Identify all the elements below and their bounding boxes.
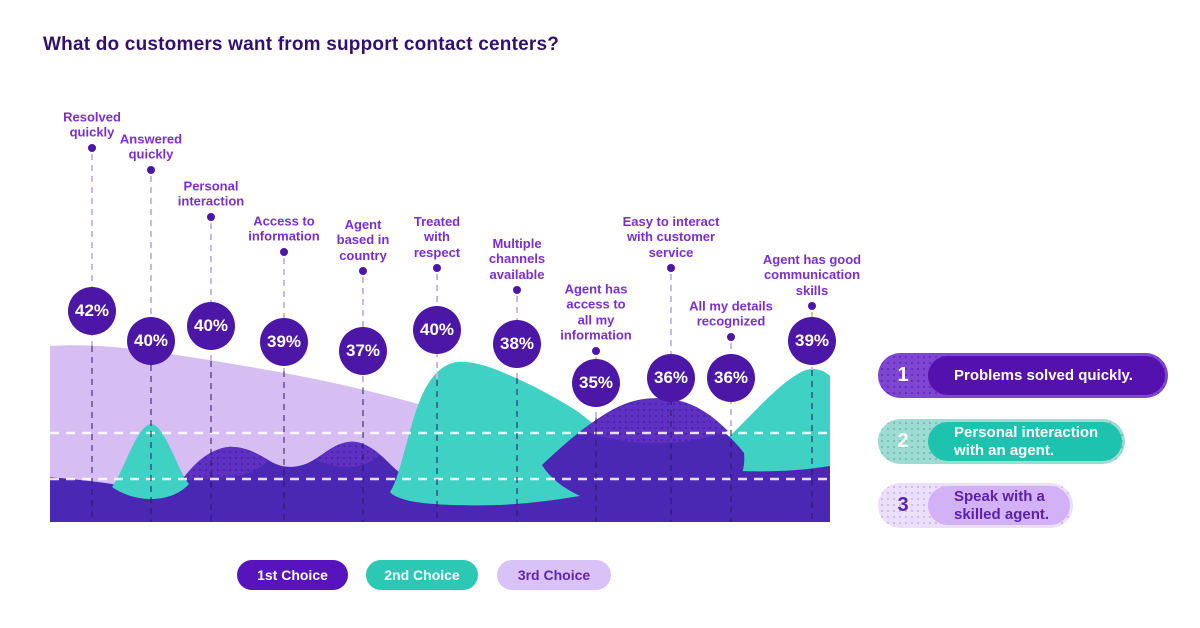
leader-line-lower — [595, 418, 597, 522]
legend-pill-2: 2nd Choice — [366, 560, 478, 590]
ranking-row: 1 Problems solved quickly. — [878, 353, 1168, 398]
legend-pill-1: 1st Choice — [237, 560, 348, 590]
percentage-bubble: 39% — [788, 317, 836, 365]
category-dot — [513, 286, 521, 294]
percentage-bubble: 38% — [493, 320, 541, 368]
percentage-bubble: 37% — [339, 327, 387, 375]
category-dot — [280, 248, 288, 256]
category-dot — [808, 302, 816, 310]
percentage-bubble: 40% — [413, 306, 461, 354]
category-label: Resolved quickly — [63, 109, 121, 140]
category-label: Agent has access to all my information — [560, 281, 632, 343]
percentage-bubble: 36% — [707, 354, 755, 402]
percentage-bubble: 35% — [572, 359, 620, 407]
category-dot — [727, 333, 735, 341]
leader-line-lower — [516, 378, 518, 522]
rank-text: Speak with a skilled agent. — [954, 488, 1050, 523]
rank-number: 2 — [897, 430, 909, 452]
leader-line-lower — [436, 380, 438, 522]
category-dot — [147, 166, 155, 174]
category-label: Agent based in country — [336, 217, 390, 263]
category-label: Answered quickly — [119, 131, 183, 162]
leader-line-lower — [150, 354, 152, 522]
leader-line-lower — [811, 370, 813, 522]
ranking-row: 3 Speak with a skilled agent. — [878, 483, 1073, 528]
category-dot — [207, 213, 215, 221]
category-label: Treated with respect — [413, 214, 461, 260]
leader-line-upper — [283, 258, 285, 371]
ranking-row: 2 Personal interaction with an agent. — [878, 419, 1125, 464]
leader-line-lower — [283, 371, 285, 522]
category-label: Personal interaction — [177, 178, 245, 209]
leader-line-upper — [670, 274, 672, 399]
category-dot — [433, 264, 441, 272]
rank-text: Personal interaction with an agent. — [954, 424, 1099, 459]
percentage-bubble: 40% — [127, 317, 175, 365]
leader-line-upper — [150, 176, 152, 354]
leader-line-lower — [362, 388, 364, 522]
percentage-bubble: 42% — [68, 287, 116, 335]
leader-line-lower — [210, 361, 212, 522]
category-label: Easy to interact with customer service — [622, 214, 720, 260]
category-dot — [359, 267, 367, 275]
leader-line-lower — [91, 346, 93, 522]
category-label: Multiple channels available — [488, 236, 546, 282]
rank-text-pill: Speak with a skilled agent. — [928, 486, 1070, 525]
rank-number: 1 — [897, 364, 909, 386]
category-dot — [88, 144, 96, 152]
category-label: Agent has good communication skills — [762, 252, 862, 298]
percentage-bubble: 39% — [260, 318, 308, 366]
rank-number: 3 — [897, 494, 909, 516]
page-title: What do customers want from support cont… — [43, 34, 560, 55]
category-label: All my details recognized — [689, 298, 773, 329]
rank-text: Problems solved quickly. — [954, 366, 1133, 384]
legend-pill-3: 3rd Choice — [497, 560, 611, 590]
rank-text-pill: Personal interaction with an agent. — [928, 422, 1122, 461]
category-dot — [592, 347, 600, 355]
category-dot — [667, 264, 675, 272]
leader-line-lower — [670, 399, 672, 522]
percentage-bubble: 36% — [647, 354, 695, 402]
category-label: Access to information — [248, 213, 320, 244]
leader-line-upper — [210, 223, 212, 361]
percentage-bubble: 40% — [187, 302, 235, 350]
leader-line-lower — [730, 430, 732, 522]
rank-text-pill: Problems solved quickly. — [928, 356, 1165, 395]
leader-line-upper — [91, 154, 93, 346]
